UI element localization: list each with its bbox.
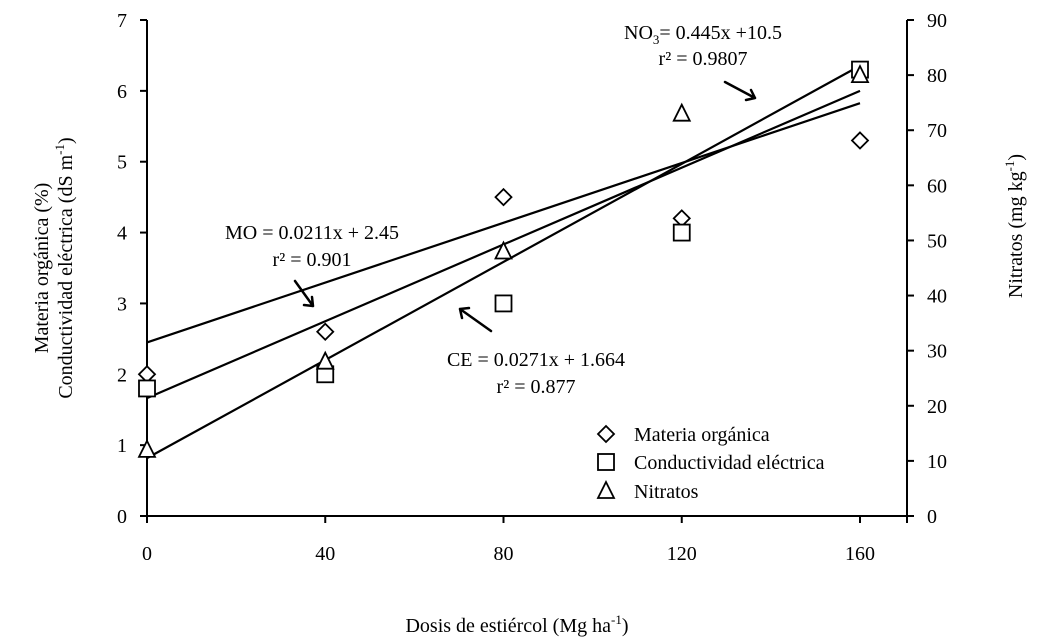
x-axis-label-sup: -1 bbox=[611, 612, 622, 627]
right-tick-label: 30 bbox=[927, 341, 947, 363]
point-triangle bbox=[494, 240, 513, 260]
x-tick-label: 40 bbox=[315, 543, 335, 565]
annotation-ce-equation: CE = 0.0271x + 1.664 bbox=[447, 349, 625, 371]
left-tick-label: 6 bbox=[117, 81, 127, 103]
x-tick-label: 0 bbox=[142, 543, 152, 565]
annotation-arrows bbox=[293, 80, 757, 333]
arrow-no3 bbox=[723, 80, 757, 102]
annotation-no3-b: = 0.445x +10.5 bbox=[659, 22, 782, 44]
legend-markers bbox=[596, 424, 616, 499]
left-tick-label: 4 bbox=[117, 223, 127, 245]
legend-label-nitratos: Nitratos bbox=[634, 481, 699, 503]
arrow-ce bbox=[458, 306, 493, 333]
x-axis-label: Dosis de estiércol (Mg ha-1) bbox=[405, 612, 628, 637]
point-square bbox=[494, 294, 513, 313]
point-diamond bbox=[315, 322, 335, 342]
legend: Materia orgánica Conductividad eléctrica… bbox=[596, 424, 825, 503]
point-square bbox=[672, 223, 691, 242]
left-axis-label-line2-end: ) bbox=[55, 137, 77, 144]
x-axis-label-main: Dosis de estiércol (Mg ha bbox=[405, 615, 611, 637]
left-tick-label: 2 bbox=[117, 364, 127, 386]
legend-label-conductividad: Conductividad eléctrica bbox=[634, 452, 825, 474]
left-axis-label-line2: Conductividad eléctrica (dS m-1) bbox=[52, 137, 77, 398]
point-triangle bbox=[315, 350, 335, 370]
left-axis-label-line2-sup: -1 bbox=[52, 144, 67, 155]
left-tick-label: 0 bbox=[117, 506, 127, 528]
x-axis-label-end: ) bbox=[622, 615, 629, 637]
legend-marker-square bbox=[597, 453, 615, 471]
right-tick-label: 40 bbox=[927, 286, 947, 308]
left-tick-label: 7 bbox=[117, 10, 127, 32]
legend-label-materia-organica: Materia orgánica bbox=[634, 424, 770, 446]
annotation-mo-r2: r² = 0.901 bbox=[273, 249, 352, 271]
point-square bbox=[138, 379, 156, 398]
annotation-mo-equation: MO = 0.0211x + 2.45 bbox=[225, 222, 399, 244]
annotation-no3-r2: r² = 0.9807 bbox=[659, 48, 748, 70]
fit-line-triangle bbox=[146, 64, 861, 460]
x-tick-label: 160 bbox=[845, 543, 875, 565]
annotation-no3-sub: 3 bbox=[653, 32, 660, 47]
left-axis-label-line1: Materia orgánica (%) bbox=[31, 183, 53, 354]
regression-lines bbox=[146, 64, 861, 460]
x-tick-label: 120 bbox=[667, 543, 697, 565]
data-markers bbox=[137, 60, 870, 458]
point-diamond bbox=[850, 131, 870, 150]
right-tick-label: 80 bbox=[927, 65, 947, 87]
right-tick-label: 0 bbox=[927, 506, 937, 528]
annotation-no3-a: NO bbox=[624, 22, 653, 44]
left-tick-label: 3 bbox=[117, 293, 127, 315]
x-tick-label: 80 bbox=[494, 543, 514, 565]
legend-marker-diamond bbox=[596, 424, 616, 444]
point-triangle bbox=[850, 64, 870, 84]
annotation-no3-equation: NO3= 0.445x +10.5 bbox=[624, 22, 782, 47]
right-tick-label: 70 bbox=[927, 120, 947, 142]
right-axis-ticks: 0 10 20 30 40 50 60 70 80 90 bbox=[907, 10, 947, 528]
arrow-mo bbox=[293, 279, 315, 308]
right-tick-label: 10 bbox=[927, 451, 947, 473]
point-triangle bbox=[672, 102, 692, 122]
left-tick-label: 5 bbox=[117, 152, 127, 174]
legend-marker-triangle bbox=[596, 479, 616, 499]
right-tick-label: 90 bbox=[927, 10, 947, 32]
right-tick-label: 50 bbox=[927, 230, 947, 252]
right-axis-label-sup: -1 bbox=[1002, 161, 1017, 172]
right-axis-label-main: Nitratos (mg kg bbox=[1005, 171, 1027, 298]
right-tick-label: 20 bbox=[927, 396, 947, 418]
right-axis-label: Nitratos (mg kg-1) bbox=[1002, 154, 1027, 298]
left-axis-label-line2-main: Conductividad eléctrica (dS m bbox=[55, 154, 77, 398]
x-axis-ticks: 0 40 80 120 160 bbox=[142, 516, 908, 565]
right-tick-label: 60 bbox=[927, 175, 947, 197]
annotation-ce-r2: r² = 0.877 bbox=[497, 376, 576, 398]
point-diamond bbox=[494, 187, 513, 207]
right-axis-label-end: ) bbox=[1005, 154, 1027, 161]
left-tick-label: 1 bbox=[117, 435, 127, 457]
point-triangle bbox=[137, 438, 157, 458]
